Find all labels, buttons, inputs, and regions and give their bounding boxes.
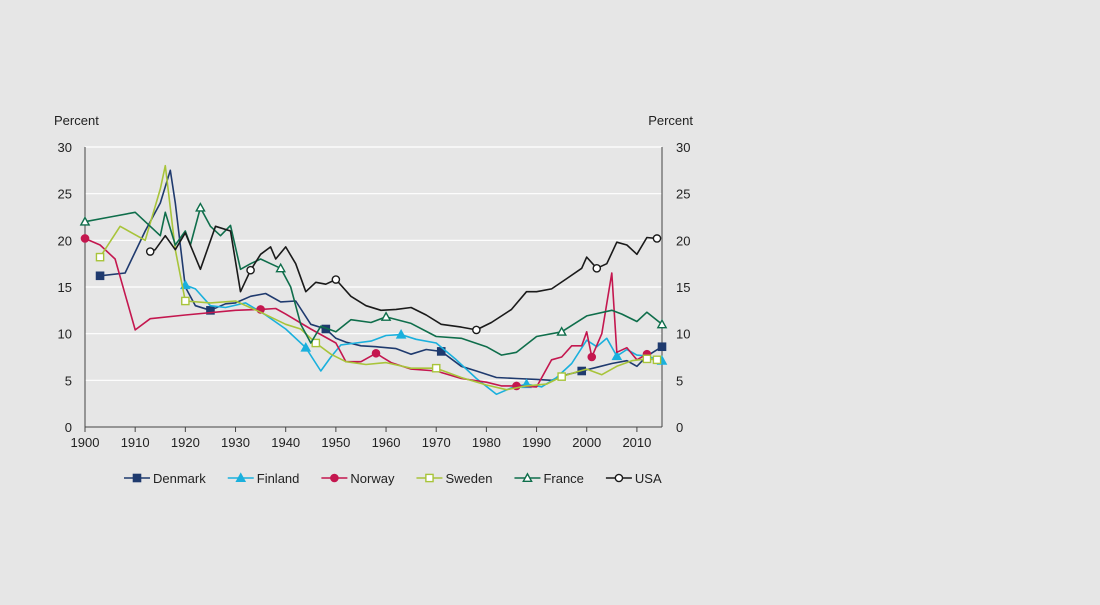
y-tick-label-right: 5 <box>676 373 683 388</box>
data-point-finland <box>235 472 247 483</box>
data-point-norway <box>587 352 597 362</box>
legend-label: Sweden <box>445 471 492 486</box>
legend-label: Denmark <box>153 471 206 486</box>
series-sweden <box>95 164 662 391</box>
data-point-norway <box>80 234 90 243</box>
data-point-denmark <box>95 271 105 281</box>
data-point-finland <box>611 350 623 361</box>
y-axis-label-right: Percent <box>648 113 693 128</box>
legend-item-usa: USA <box>605 471 662 486</box>
y-tick-label-right: 0 <box>676 420 683 435</box>
data-point-norway <box>330 473 339 483</box>
legend-label: France <box>543 471 583 486</box>
data-point-france <box>380 311 392 321</box>
y-tick-label-left: 25 <box>58 187 72 202</box>
y-tick-label-right: 10 <box>676 327 690 342</box>
y-tick-label-left: 5 <box>65 373 72 388</box>
data-point-usa <box>145 247 155 256</box>
data-point-france <box>656 318 668 329</box>
data-point-denmark <box>206 306 215 315</box>
x-tick-label: 1980 <box>472 435 501 450</box>
y-tick-label-right: 20 <box>676 233 690 248</box>
x-tick-label: 1900 <box>71 435 100 450</box>
legend-item-norway: Norway <box>321 471 395 486</box>
y-tick-label-left: 0 <box>65 420 72 435</box>
x-tick-label: 2000 <box>572 435 601 450</box>
data-point-france <box>556 326 567 336</box>
data-point-sweden <box>311 338 321 348</box>
legend-label: USA <box>635 471 662 486</box>
y-tick-label-right: 30 <box>676 140 690 155</box>
x-tick-label: 1950 <box>321 435 350 450</box>
data-point-sweden <box>652 355 662 365</box>
data-point-sweden <box>431 363 441 373</box>
x-tick-label: 1930 <box>221 435 250 450</box>
series-line-usa <box>149 225 658 331</box>
data-point-finland <box>395 329 407 339</box>
x-tick-label: 1910 <box>121 435 150 450</box>
data-point-sweden <box>181 296 190 306</box>
x-tick-label: 1970 <box>422 435 451 450</box>
data-point-sweden <box>557 372 566 381</box>
data-point-usa <box>472 325 481 335</box>
y-tick-label-left: 15 <box>58 280 72 295</box>
data-point-france <box>522 472 533 483</box>
y-tick-label-left: 20 <box>58 233 72 248</box>
data-point-finland <box>300 342 312 352</box>
series-line-finland <box>185 284 663 396</box>
data-point-usa <box>652 234 662 243</box>
x-tick-label: 2010 <box>622 435 651 450</box>
data-point-france <box>79 216 91 226</box>
data-point-sweden <box>95 252 105 262</box>
series-norway <box>80 234 652 391</box>
legend: Denmark Finland Norway Sweden France USA <box>124 471 662 486</box>
y-tick-label-right: 25 <box>676 187 690 202</box>
data-point-usa <box>246 265 255 275</box>
gridlines <box>85 146 662 428</box>
series-france <box>79 202 668 356</box>
y-tick-label-left: 10 <box>58 327 72 342</box>
legend-label: Finland <box>257 471 300 486</box>
data-point-sweden <box>425 473 434 483</box>
series-finland <box>180 279 668 396</box>
y-tick-label-right: 15 <box>676 280 690 295</box>
x-tick-label: 1960 <box>372 435 401 450</box>
series-line-denmark <box>100 169 663 382</box>
legend-label: Norway <box>350 471 395 486</box>
series-usa <box>145 225 662 335</box>
legend-item-sweden: Sweden <box>416 471 492 486</box>
series-line-france <box>84 206 663 356</box>
data-point-france <box>195 202 206 212</box>
data-point-usa <box>614 473 624 483</box>
data-point-denmark <box>657 342 667 352</box>
data-point-denmark <box>132 473 142 483</box>
series-line-sweden <box>99 164 658 391</box>
data-point-sweden <box>642 354 652 364</box>
x-tick-label: 1940 <box>271 435 300 450</box>
x-tick-label: 1920 <box>171 435 200 450</box>
data-point-france <box>275 262 287 273</box>
data-point-norway <box>371 348 381 358</box>
legend-item-denmark: Denmark <box>124 471 206 486</box>
x-tick-label: 1990 <box>522 435 551 450</box>
legend-item-france: France <box>514 471 584 486</box>
legend-item-finland: Finland <box>227 471 300 486</box>
series-lines <box>79 164 668 396</box>
data-point-usa <box>592 264 602 273</box>
data-point-usa <box>331 275 341 284</box>
y-tick-label-left: 30 <box>58 140 72 155</box>
y-axis-label-left: Percent <box>54 113 99 128</box>
axes: 0 0 5 5 10 10 15 15 20 20 25 25 30 30 1900 1910 1920 1930… <box>58 140 691 450</box>
